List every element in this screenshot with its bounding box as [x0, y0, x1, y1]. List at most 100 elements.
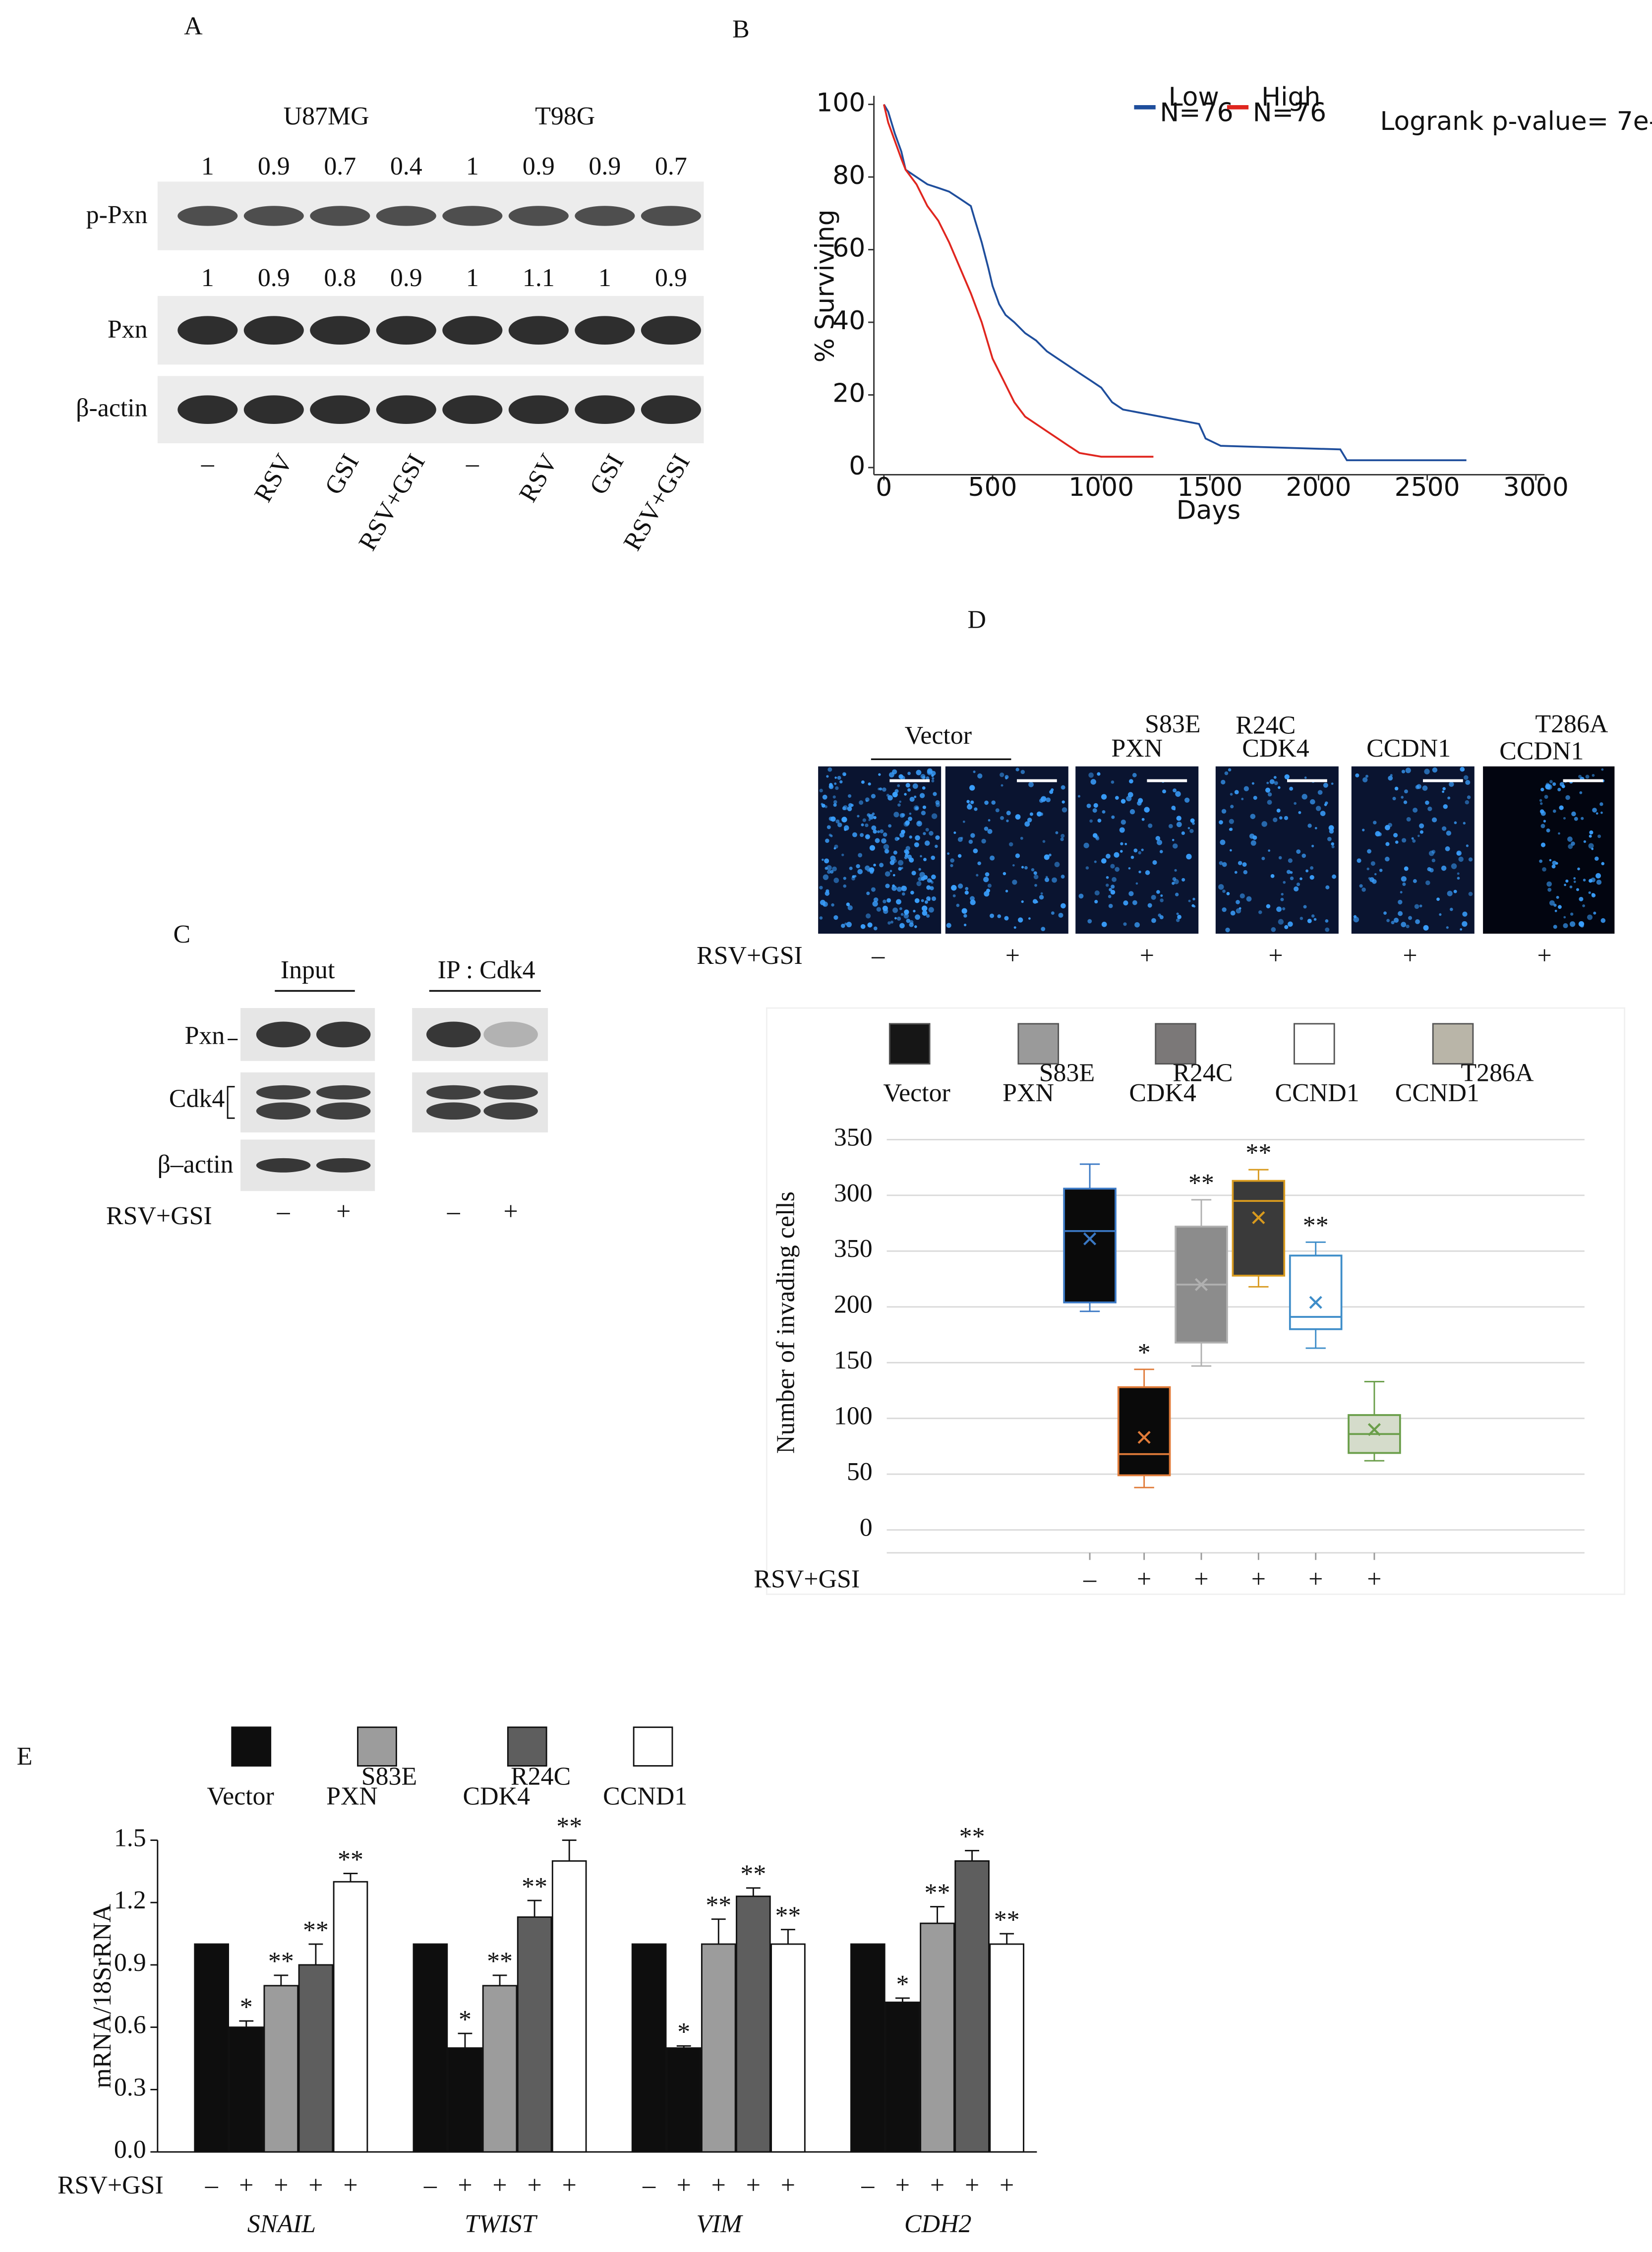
cell-dot	[899, 923, 905, 929]
cell-dot	[1089, 819, 1093, 823]
cell-dot	[1446, 926, 1449, 929]
cell-dot	[951, 885, 957, 891]
cell-dot	[922, 775, 926, 779]
cell-dot	[1250, 814, 1256, 819]
cell-dot	[846, 922, 852, 928]
significance: *	[896, 1970, 909, 1999]
band-quantity: 1.1	[523, 264, 555, 292]
cell-dot	[1601, 862, 1605, 866]
cell-dot	[1049, 853, 1052, 857]
cell-dot	[830, 834, 833, 837]
legend-swatch	[1155, 1023, 1196, 1065]
cell-dot	[1097, 819, 1102, 823]
cell-dot	[1362, 829, 1365, 831]
cell-dot	[1276, 808, 1281, 813]
cell-dot	[977, 861, 981, 866]
cell-dot	[1462, 911, 1468, 917]
blot-band	[316, 1158, 371, 1173]
treatment-sign: +	[1137, 1565, 1151, 1593]
cell-dot	[833, 915, 838, 920]
cell-dot	[1406, 924, 1410, 929]
cell-dot	[1412, 839, 1416, 843]
cell-dot	[1315, 806, 1321, 811]
cell-dot	[1311, 844, 1314, 847]
cell-dot	[1172, 838, 1175, 841]
cell-dot	[956, 903, 960, 907]
cell-dot	[861, 780, 865, 784]
cell-dot	[1250, 840, 1256, 846]
cell-dot	[1600, 811, 1603, 814]
cell-dot	[1188, 899, 1191, 902]
legend-swatch	[1432, 1023, 1474, 1065]
blot-band	[256, 1158, 311, 1173]
cell-dot	[1573, 877, 1576, 880]
legend-label: Low	[1169, 82, 1219, 112]
blot-row-label: Cdk4	[169, 1084, 225, 1113]
panel-label: A	[184, 12, 203, 41]
legend-superscript: R24C	[1173, 1059, 1233, 1087]
cell-dot	[1419, 904, 1422, 908]
cell-dot	[1427, 806, 1432, 812]
cell-dot	[1184, 797, 1190, 803]
blot-row-label: p-Pxn	[86, 201, 148, 229]
treatment-sign: +	[1537, 942, 1551, 970]
cell-dot	[1415, 919, 1420, 924]
treatment-label: RSV+GSI	[106, 1202, 212, 1230]
cell-dot	[1078, 893, 1084, 899]
cell-dot	[859, 800, 864, 805]
error-bar	[239, 2020, 254, 2027]
cell-dot	[1219, 861, 1223, 865]
survival-curve	[883, 104, 1154, 458]
cell-dot	[1304, 776, 1307, 779]
cell-dot	[1388, 823, 1393, 828]
category-label: SNAIL	[247, 2210, 316, 2238]
y-tick-label: 1.5	[114, 1824, 146, 1852]
significance: **	[1303, 1211, 1329, 1240]
cell-dot	[935, 800, 940, 805]
cell-dot	[897, 860, 904, 866]
cell-dot	[957, 854, 962, 858]
cell-dot	[1120, 850, 1123, 853]
cell-dot	[1186, 854, 1192, 860]
legend-label: CCND1	[1275, 1079, 1359, 1107]
blot-band	[508, 395, 569, 424]
blot-band	[316, 1021, 371, 1048]
cell-dot	[875, 838, 880, 843]
treatment-sign: +	[1308, 1565, 1323, 1593]
cell-dot	[1085, 866, 1089, 870]
cell-dot	[1222, 862, 1227, 867]
cell-dot	[1565, 795, 1570, 800]
cell-dot	[1393, 832, 1398, 838]
cell-dot	[1458, 856, 1464, 862]
cell-dot	[847, 905, 853, 911]
cell-dot	[1408, 916, 1413, 920]
y-axis-label: % Surviving	[810, 209, 840, 362]
image-label: Vector	[905, 721, 972, 750]
cell-dot	[1145, 870, 1150, 875]
cell-dot	[1121, 820, 1126, 825]
cell-dot	[898, 774, 903, 779]
treatment-sign: +	[458, 2171, 472, 2199]
cell-dot	[1323, 782, 1328, 788]
cell-dot	[860, 924, 866, 929]
cell-dot	[1442, 790, 1445, 793]
bar	[413, 1943, 448, 2153]
cell-dot	[1294, 802, 1297, 805]
cell-dot	[922, 805, 927, 809]
cell-dot	[1332, 874, 1337, 879]
cell-dot	[1289, 786, 1294, 791]
cell-dot	[834, 844, 838, 849]
cell-dot	[1589, 830, 1593, 835]
legend-swatch	[1294, 1023, 1335, 1065]
cell-dot	[1015, 853, 1020, 858]
cell-dot	[848, 794, 852, 798]
band-quantity: 0.9	[655, 264, 687, 292]
cell-dot	[1258, 910, 1262, 914]
cell-dot	[1365, 774, 1368, 778]
bar	[666, 2047, 702, 2153]
blot-band	[310, 316, 370, 345]
cell-dot	[1465, 780, 1471, 785]
cell-dot	[1284, 816, 1289, 820]
cell-dot	[822, 858, 824, 861]
cell-dot	[1542, 867, 1546, 872]
